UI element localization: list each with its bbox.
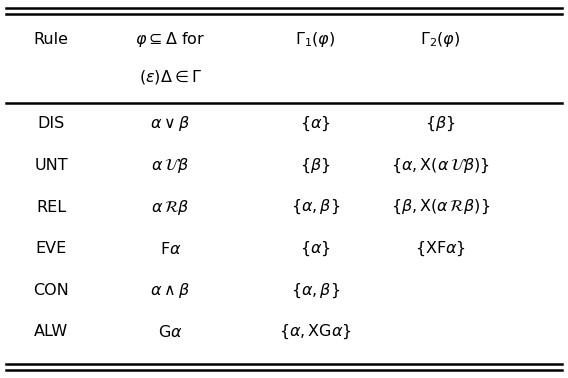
- Text: DIS: DIS: [37, 116, 65, 132]
- Text: $\{\alpha, \beta\}$: $\{\alpha, \beta\}$: [291, 198, 340, 216]
- Text: $\{\alpha, \mathrm{XG}\alpha\}$: $\{\alpha, \mathrm{XG}\alpha\}$: [279, 323, 352, 341]
- Text: $\varphi \subseteq \Delta$ for: $\varphi \subseteq \Delta$ for: [135, 30, 206, 49]
- Text: $\Gamma_2(\varphi)$: $\Gamma_2(\varphi)$: [420, 30, 461, 49]
- Text: $\mathrm{G}\alpha$: $\mathrm{G}\alpha$: [158, 324, 183, 340]
- Text: $\{\beta\}$: $\{\beta\}$: [425, 115, 456, 133]
- Text: EVE: EVE: [35, 241, 67, 256]
- Text: ALW: ALW: [34, 324, 68, 339]
- Text: $\Gamma_1(\varphi)$: $\Gamma_1(\varphi)$: [295, 30, 336, 49]
- Text: $\alpha\,\mathcal{U}\beta$: $\alpha\,\mathcal{U}\beta$: [152, 156, 189, 175]
- Text: $\{\beta, \mathrm{X}(\alpha\,\mathcal{R}\beta)\}$: $\{\beta, \mathrm{X}(\alpha\,\mathcal{R}…: [391, 198, 490, 216]
- Text: $\{\alpha\}$: $\{\alpha\}$: [300, 240, 331, 258]
- Text: $\alpha \wedge \beta$: $\alpha \wedge \beta$: [151, 281, 190, 300]
- Text: $\alpha \vee \beta$: $\alpha \vee \beta$: [151, 115, 190, 133]
- Text: $\{\mathrm{XF}\alpha\}$: $\{\mathrm{XF}\alpha\}$: [415, 240, 466, 258]
- Text: UNT: UNT: [34, 158, 68, 173]
- Text: $\alpha\,\mathcal{R}\beta$: $\alpha\,\mathcal{R}\beta$: [151, 198, 190, 217]
- Text: $\{\alpha, \beta\}$: $\{\alpha, \beta\}$: [291, 281, 340, 299]
- Text: CON: CON: [34, 283, 69, 298]
- Text: $(\epsilon)\Delta \in \Gamma$: $(\epsilon)\Delta \in \Gamma$: [139, 68, 202, 87]
- Text: $\{\alpha, \mathrm{X}(\alpha\,\mathcal{U}\beta)\}$: $\{\alpha, \mathrm{X}(\alpha\,\mathcal{U…: [391, 156, 490, 175]
- Text: $\{\alpha\}$: $\{\alpha\}$: [300, 115, 331, 133]
- Text: Rule: Rule: [34, 32, 69, 47]
- Text: REL: REL: [36, 200, 66, 215]
- Text: $\mathrm{F}\alpha$: $\mathrm{F}\alpha$: [160, 241, 181, 257]
- Text: $\{\beta\}$: $\{\beta\}$: [300, 156, 331, 175]
